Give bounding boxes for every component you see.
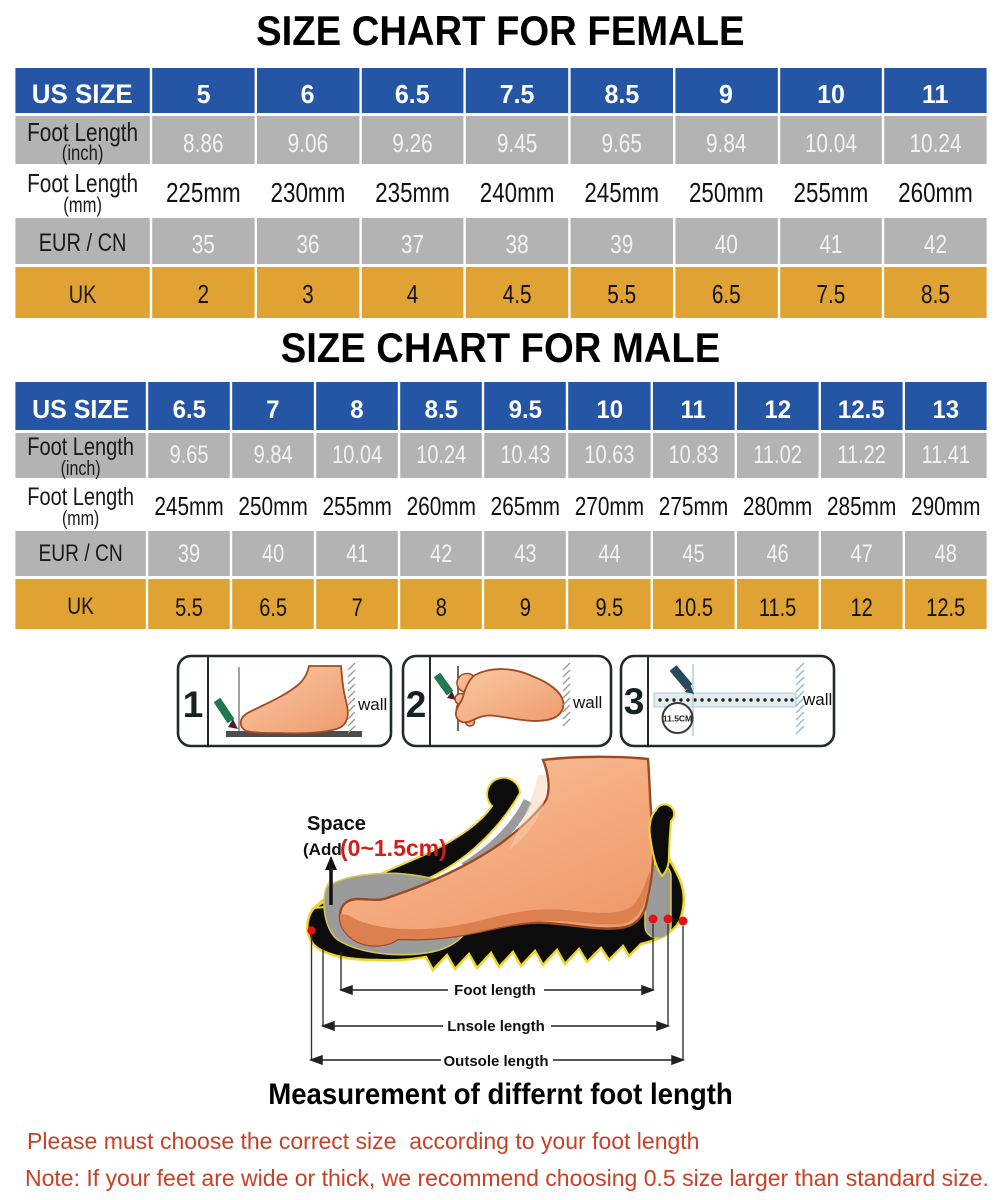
svg-text:wall: wall (802, 690, 832, 709)
svg-text:1: 1 (183, 684, 204, 725)
svg-text:Lnsole length: Lnsole length (447, 1018, 545, 1035)
svg-text:11.5CM: 11.5CM (663, 714, 692, 724)
svg-text:Space: Space (307, 813, 366, 835)
svg-text:3: 3 (624, 681, 645, 722)
svg-text:Outsole length: Outsole length (444, 1053, 549, 1070)
svg-text:(Add: (Add (303, 840, 342, 859)
svg-text:Foot length: Foot length (454, 982, 536, 999)
svg-text:(0~1.5cm): (0~1.5cm) (340, 835, 447, 861)
svg-text:wall: wall (572, 693, 602, 712)
svg-text:2: 2 (406, 684, 427, 725)
svg-text:wall: wall (357, 695, 387, 714)
